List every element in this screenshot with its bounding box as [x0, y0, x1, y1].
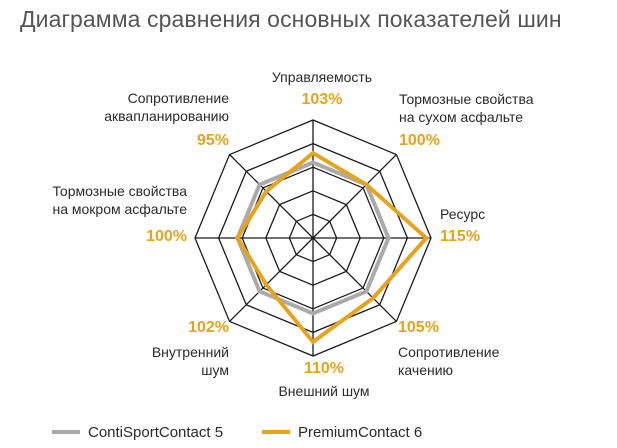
- radar-series: [235, 150, 430, 345]
- chart-title: Диаграмма сравнения основных показателей…: [20, 6, 562, 32]
- series-conti-line: [235, 160, 391, 316]
- axis-percent: 105%: [398, 319, 439, 336]
- grid-spoke: [229, 237, 314, 322]
- chart-legend: ContiSportContact 5 PremiumContact 6: [52, 424, 422, 441]
- axis-percent: 100%: [399, 132, 440, 149]
- axis-label: Ресурс: [440, 206, 485, 222]
- grid-spoke: [312, 154, 397, 239]
- axis-label: Внешний шум: [278, 383, 369, 399]
- axis-label: аквапланированию: [104, 108, 229, 124]
- axis-label: Тормозные свойства: [52, 183, 187, 199]
- axis-label: Внутренний: [152, 344, 229, 360]
- radar-grid: [194, 119, 432, 357]
- grid-spoke: [229, 154, 314, 239]
- axis-label: Тормозные свойства: [399, 91, 534, 107]
- grid-spoke: [312, 237, 397, 322]
- axis-percent: 115%: [440, 228, 480, 245]
- axis-labels: Управляемость 103% Тормозные свойства на су…: [52, 69, 533, 399]
- axis-label: шум: [201, 362, 229, 378]
- axis-label: Сопротивление: [128, 90, 230, 106]
- axis-percent: 102%: [188, 319, 229, 336]
- axis-percent: 95%: [197, 132, 229, 149]
- legend-label: PremiumContact 6: [298, 424, 422, 441]
- axis-label: Управляемость: [272, 69, 372, 85]
- axis-percent: 100%: [146, 228, 187, 245]
- axis-label: Сопротивление: [398, 344, 500, 360]
- axis-label: на сухом асфальте: [399, 109, 523, 125]
- series-premium-line: [235, 150, 430, 345]
- axis-percent: 103%: [302, 91, 343, 108]
- axis-label: качению: [398, 362, 453, 378]
- axis-label: на мокром асфальте: [52, 201, 187, 217]
- legend-label: ContiSportContact 5: [88, 424, 223, 441]
- axis-percent: 110%: [304, 360, 344, 377]
